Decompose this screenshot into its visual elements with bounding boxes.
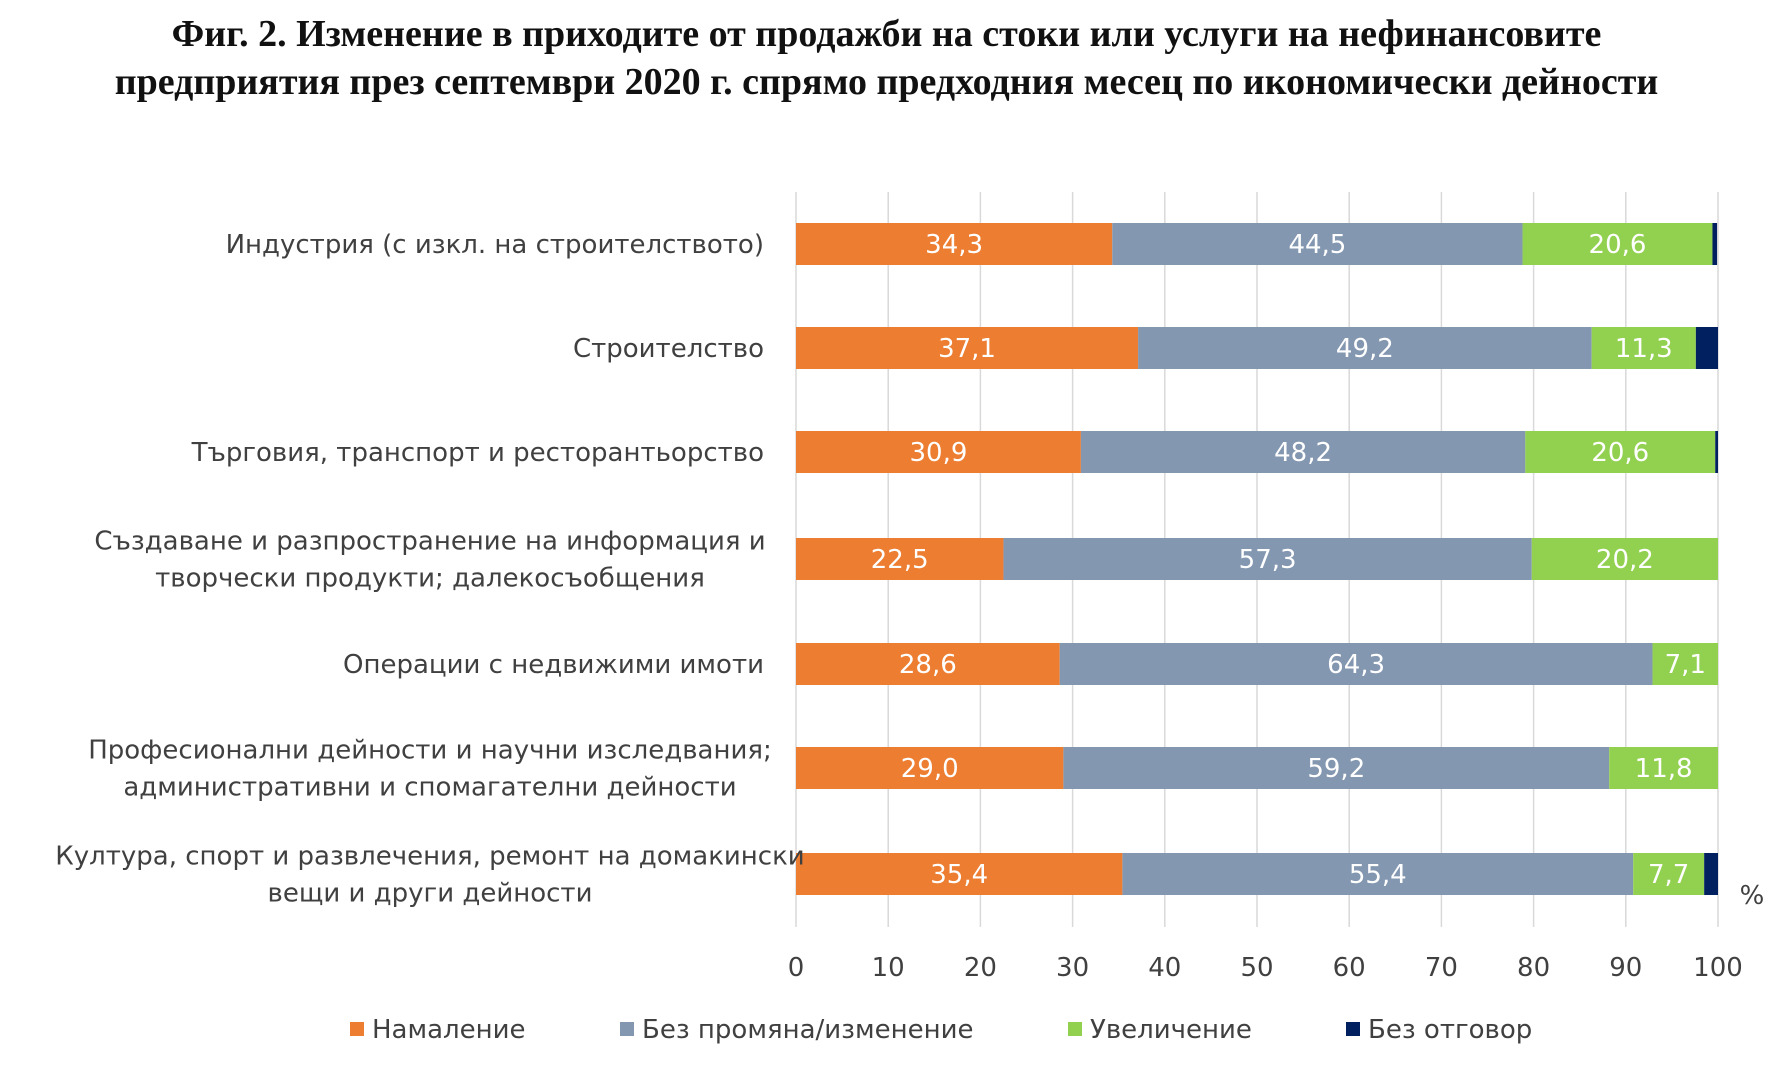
- data-label-5-series-2: 64,3: [1327, 650, 1385, 680]
- bar-segment-5-series-3: [1652, 643, 1718, 685]
- bar-segment-6-series-1: [796, 747, 1064, 789]
- legend-swatch-3: [1068, 1022, 1082, 1036]
- bar-segment-6-series-3: [1609, 747, 1718, 789]
- bar-segment-3-series-2: [1080, 431, 1526, 473]
- x-tick-label-50: 50: [1240, 953, 1273, 983]
- data-label-1-series-2: 44,5: [1288, 230, 1346, 260]
- data-label-4-series-1: 22,5: [871, 545, 929, 575]
- legend-label-2: Без промяна/изменение: [642, 1015, 974, 1045]
- legend: Намаление Без промяна/изменение Увеличение…: [350, 1015, 1532, 1045]
- bars: 34,3 44,5 20,6 37,1 49,2 11,3 30,9 48,2 20,6 22,5…: [796, 223, 1718, 895]
- data-label-7-series-2: 55,4: [1349, 860, 1407, 890]
- legend-label-4: Без отговор: [1368, 1015, 1532, 1045]
- bar-segment-7-series-4: [1704, 853, 1718, 895]
- category-label-1-line-1: Индустрия (с изкл. на строителството): [226, 230, 764, 260]
- data-label-4-series-2: 57,3: [1239, 545, 1297, 575]
- category-labels: Индустрия (с изкл. на строителството) Стр…: [55, 230, 804, 909]
- bar-segment-3-series-3: [1525, 431, 1716, 473]
- data-label-3-series-2: 48,2: [1274, 438, 1332, 468]
- data-label-7-series-1: 35,4: [930, 860, 988, 890]
- data-label-5-series-1: 28,6: [899, 650, 957, 680]
- bar-segment-7-series-2: [1122, 853, 1634, 895]
- data-label-2-series-1: 37,1: [938, 334, 996, 364]
- category-label-2-line-1: Строителство: [573, 334, 764, 364]
- category-label-5-line-1: Операции с недвижими имоти: [343, 650, 764, 680]
- bar-segment-2-series-3: [1591, 327, 1696, 369]
- bar-segment-5-series-2: [1059, 643, 1653, 685]
- data-label-1-series-1: 34,3: [925, 230, 983, 260]
- bar-segment-2-series-2: [1138, 327, 1592, 369]
- x-tick-label-60: 60: [1333, 953, 1366, 983]
- x-tick-label-10: 10: [872, 953, 905, 983]
- bar-segment-2-series-4: [1695, 327, 1718, 369]
- data-label-3-series-3: 20,6: [1591, 438, 1649, 468]
- data-label-6-series-3: 11,8: [1635, 754, 1693, 784]
- data-label-2-series-2: 49,2: [1336, 334, 1394, 364]
- bar-segment-7-series-1: [796, 853, 1123, 895]
- bar-segment-4-series-2: [1003, 538, 1532, 580]
- data-label-6-series-1: 29,0: [901, 754, 959, 784]
- x-tick-label-40: 40: [1148, 953, 1181, 983]
- legend-label-3: Увеличение: [1090, 1015, 1252, 1045]
- category-label-3-line-1: Търговия, транспорт и ресторантьорство: [191, 438, 764, 468]
- data-label-7-series-3: 7,7: [1648, 860, 1689, 890]
- category-label-6-line-2: административни и спомагателни дейности: [123, 773, 736, 803]
- x-tick-label-80: 80: [1517, 953, 1550, 983]
- x-tick-label-20: 20: [964, 953, 997, 983]
- bar-segment-3-series-4: [1715, 431, 1718, 473]
- bar-segment-1-series-2: [1112, 223, 1523, 265]
- bar-segment-1-series-4: [1712, 223, 1718, 265]
- x-tick-label-90: 90: [1609, 953, 1642, 983]
- legend-swatch-4: [1346, 1022, 1360, 1036]
- bar-segment-5-series-1: [796, 643, 1060, 685]
- bar-segment-1-series-3: [1522, 223, 1713, 265]
- data-label-4-series-3: 20,2: [1596, 545, 1654, 575]
- category-label-4-line-1: Създаване и разпространение на информаци…: [94, 527, 765, 557]
- legend-swatch-2: [620, 1022, 634, 1036]
- bar-segment-4-series-1: [796, 538, 1004, 580]
- data-label-1-series-3: 20,6: [1589, 230, 1647, 260]
- x-tick-label-70: 70: [1425, 953, 1458, 983]
- chart-title: Фиг. 2. Изменение в приходите от продажб…: [0, 10, 1773, 106]
- bar-segment-2-series-1: [796, 327, 1139, 369]
- bar-segment-3-series-1: [796, 431, 1081, 473]
- chart-title-line-1: Фиг. 2. Изменение в приходите от продажб…: [171, 13, 1602, 55]
- data-label-2-series-3: 11,3: [1615, 334, 1673, 364]
- bar-segment-1-series-1: [796, 223, 1113, 265]
- category-label-6-line-1: Професионални дейности и научни изследва…: [88, 736, 772, 766]
- x-axis-unit-label: %: [1740, 881, 1765, 911]
- legend-swatch-1: [350, 1022, 364, 1036]
- x-axis-ticks: 0 10 20 30 40 50 60 70 80 90 100: [788, 953, 1743, 983]
- x-tick-label-30: 30: [1056, 953, 1089, 983]
- category-label-4-line-2: творчески продукти; далекосъобщения: [155, 564, 705, 594]
- bar-segment-6-series-2: [1063, 747, 1610, 789]
- chart-title-line-2: предприятия през септември 2020 г. спрям…: [114, 61, 1659, 103]
- x-tick-label-0: 0: [788, 953, 805, 983]
- bar-segment-7-series-3: [1633, 853, 1705, 895]
- x-tick-label-100: 100: [1693, 953, 1743, 983]
- data-label-3-series-1: 30,9: [910, 438, 968, 468]
- bar-segment-4-series-3: [1531, 538, 1718, 580]
- category-label-7-line-2: вещи и други дейности: [268, 879, 593, 909]
- data-label-6-series-2: 59,2: [1307, 754, 1365, 784]
- category-label-7-line-1: Култура, спорт и развлечения, ремонт на …: [55, 842, 804, 872]
- legend-label-1: Намаление: [372, 1015, 526, 1045]
- data-label-5-series-3: 7,1: [1665, 650, 1706, 680]
